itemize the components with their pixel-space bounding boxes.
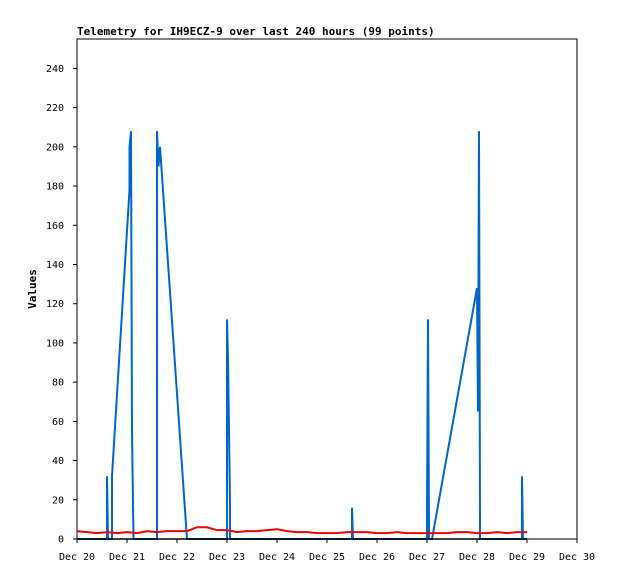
x-tick-label: Dec 21 — [109, 552, 145, 563]
x-tick-label: Dec 24 — [259, 552, 295, 563]
series-line-1 — [76, 526, 527, 535]
y-tick-label: 20 — [52, 495, 64, 506]
x-tick-label: Dec 30 — [559, 552, 595, 563]
y-tick-label: 60 — [52, 417, 64, 428]
y-tick-label: 120 — [46, 299, 64, 310]
y-tick-label: 240 — [46, 64, 64, 75]
plot-area-frame — [76, 38, 578, 540]
y-tick-label: 40 — [52, 456, 64, 467]
chart-title: Telemetry for IH9ECZ-9 over last 240 hou… — [77, 25, 435, 38]
x-tick-label: Dec 23 — [209, 552, 245, 563]
y-tick-label: 100 — [46, 338, 64, 349]
x-tick-label: Dec 27 — [409, 552, 445, 563]
y-tick-label: 200 — [46, 142, 64, 153]
series-line-0 — [77, 131, 527, 540]
y-tick-label: 220 — [46, 103, 64, 114]
x-tick-label: Dec 28 — [459, 552, 495, 563]
x-tick-label: Dec 29 — [509, 552, 545, 563]
y-axis-ticks: 0 20 40 60 80 100 120 140 160 180 200 220 240 — [46, 64, 77, 546]
series-layer — [76, 131, 527, 540]
y-tick-label: 80 — [52, 378, 64, 389]
x-tick-label: Dec 25 — [309, 552, 345, 563]
y-tick-label: 0 — [58, 535, 64, 546]
x-tick-label: Dec 26 — [359, 552, 395, 563]
y-tick-label: 140 — [46, 260, 64, 271]
x-tick-label: Dec 22 — [159, 552, 195, 563]
x-tick-label: Dec 20 — [59, 552, 95, 563]
x-axis-ticks: Dec 20 Dec 21 Dec 22 Dec 23 Dec 24 Dec 25 Dec … — [59, 539, 595, 563]
y-tick-label: 160 — [46, 221, 64, 232]
y-tick-label: 180 — [46, 182, 64, 193]
y-axis-label: Values — [26, 269, 39, 309]
